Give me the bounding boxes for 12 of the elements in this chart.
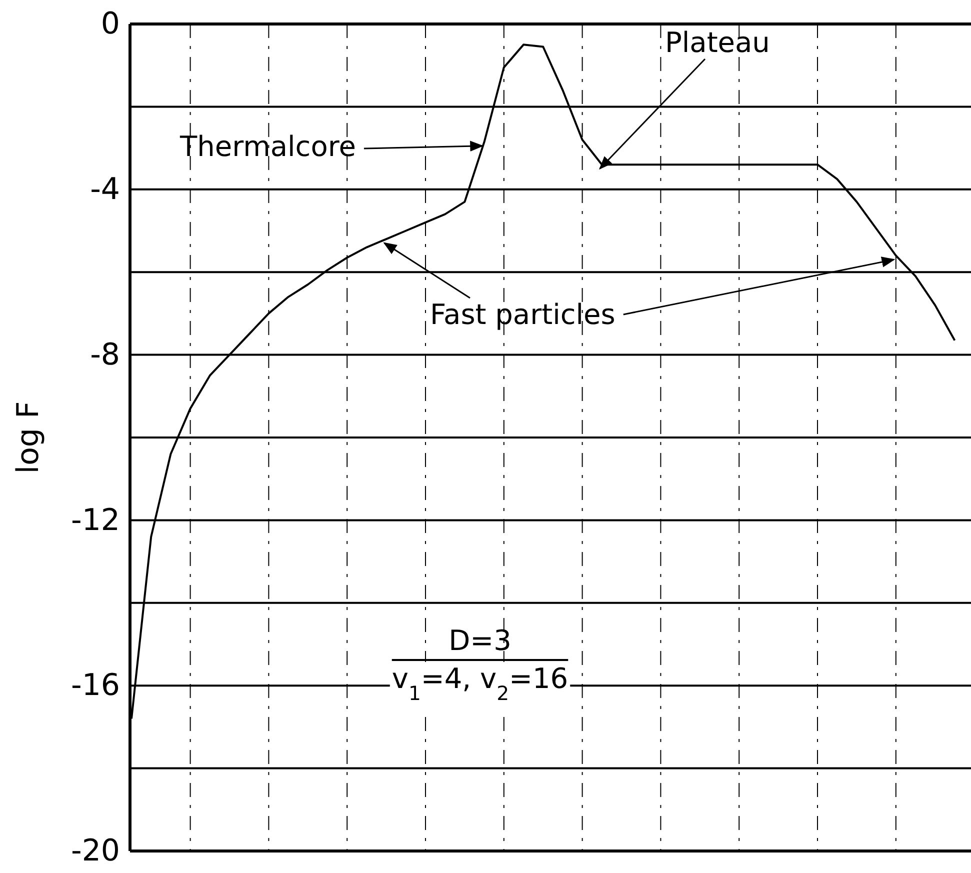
y-tick-label: -12 xyxy=(71,502,120,538)
annotation: Thermalcore xyxy=(179,130,356,163)
annotation: D=3 xyxy=(448,624,512,657)
y-tick-label: 0 xyxy=(100,6,120,42)
y-tick-label: -20 xyxy=(71,834,120,869)
annotation: Plateau xyxy=(665,26,770,59)
annotation: Fast particles xyxy=(430,298,616,331)
y-axis-title: log F xyxy=(11,401,46,474)
y-tick-label: -8 xyxy=(90,337,120,372)
y-tick-label: -4 xyxy=(90,172,120,207)
y-tick-label: -16 xyxy=(71,668,120,704)
annotation: v$_{1}$=4, v$_{2}$=16 xyxy=(392,662,568,704)
